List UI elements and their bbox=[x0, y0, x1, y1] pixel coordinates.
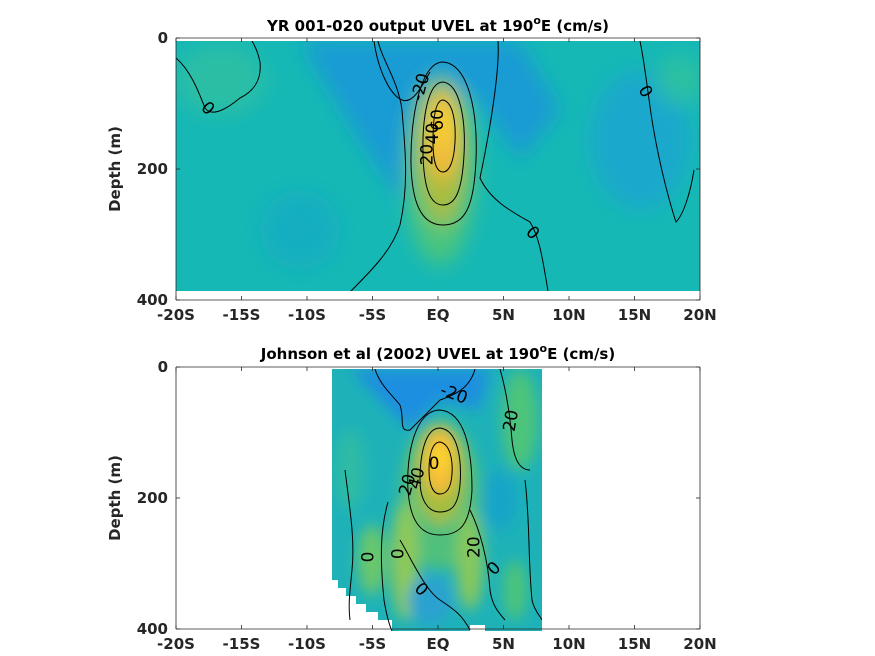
y-tick-label: 0 bbox=[158, 29, 168, 47]
contour-lines-top bbox=[176, 41, 695, 291]
contour-label: 20 bbox=[500, 408, 523, 433]
x-tick-label: 20N bbox=[683, 635, 716, 653]
heatmap-field-top bbox=[176, 41, 700, 291]
heatmap-field-bottom bbox=[332, 369, 542, 631]
x-tick-label: 15N bbox=[618, 635, 651, 653]
contour-20-right-bottom bbox=[499, 369, 531, 471]
x-tick-label: -10S bbox=[288, 306, 326, 324]
contour-40-bottom bbox=[419, 427, 461, 513]
y-tick-label: 400 bbox=[137, 291, 168, 309]
contour-20-bottom bbox=[407, 409, 473, 536]
y-tick-label: 200 bbox=[137, 160, 168, 178]
contour-20-lower-bottom bbox=[469, 509, 506, 621]
contour-zero-right-bottom bbox=[524, 479, 542, 621]
x-tick-label: -5S bbox=[359, 635, 386, 653]
contour-label: 0 bbox=[359, 552, 379, 563]
chart-title-top: YR 001-020 output UVEL at 190oE (cm/s) bbox=[266, 14, 609, 35]
x-tick-label: 10N bbox=[552, 635, 585, 653]
chart-title-bottom: Johnson et al (2002) UVEL at 190oE (cm/s… bbox=[260, 342, 615, 363]
contour-label: 0 bbox=[429, 454, 440, 474]
contour-label: 0 bbox=[389, 548, 409, 559]
x-tick-label: EQ bbox=[427, 635, 450, 653]
y-axis-label-top: Depth (m) bbox=[106, 126, 124, 212]
y-tick-label: 0 bbox=[158, 358, 168, 376]
contour-40-top bbox=[422, 81, 465, 206]
x-tick-label: -20S bbox=[157, 635, 195, 653]
contour-60-top bbox=[432, 99, 456, 173]
contour-label: 20 bbox=[418, 144, 438, 166]
y-tick-label: 400 bbox=[137, 620, 168, 638]
contour-label: 40 bbox=[423, 123, 443, 145]
contour-zero-right-top bbox=[639, 41, 695, 223]
x-tick-label: 10N bbox=[552, 306, 585, 324]
contour-zero-left-bottom bbox=[344, 469, 354, 621]
contour-zero-left-top bbox=[176, 41, 261, 113]
y-axis-label-bottom: Depth (m) bbox=[106, 455, 124, 541]
contour-20-top bbox=[410, 61, 477, 226]
x-tick-label: -20S bbox=[157, 306, 195, 324]
x-tick-label: 5N bbox=[492, 306, 515, 324]
contour-minus20-bottom bbox=[374, 369, 476, 431]
x-tick-label: 15N bbox=[618, 306, 651, 324]
x-tick-label: -10S bbox=[288, 635, 326, 653]
missing-data-mask bbox=[332, 580, 392, 631]
contour-label: 20 bbox=[465, 536, 485, 558]
contour-zero-center-bottom bbox=[399, 539, 471, 631]
x-tick-label: 20N bbox=[683, 306, 716, 324]
contour-60-bottom bbox=[428, 441, 453, 495]
x-tick-label: EQ bbox=[427, 306, 450, 324]
contour-zero-center-top bbox=[350, 41, 407, 291]
axis-ticks-top: -20S -15S -10S -5S EQ 5N 10N 15N 20N 0 200 400 bbox=[137, 29, 717, 324]
x-tick-label: 5N bbox=[492, 635, 515, 653]
x-tick-label: -5S bbox=[359, 306, 386, 324]
x-tick-label: -15S bbox=[223, 306, 261, 324]
y-tick-label: 200 bbox=[137, 489, 168, 507]
contour-zero-mid-bottom bbox=[380, 501, 393, 631]
contour-lines-bottom bbox=[344, 369, 542, 631]
x-tick-label: -15S bbox=[223, 635, 261, 653]
contour-label: 60 bbox=[428, 109, 448, 131]
contour-zero-center-right-top bbox=[479, 41, 549, 291]
